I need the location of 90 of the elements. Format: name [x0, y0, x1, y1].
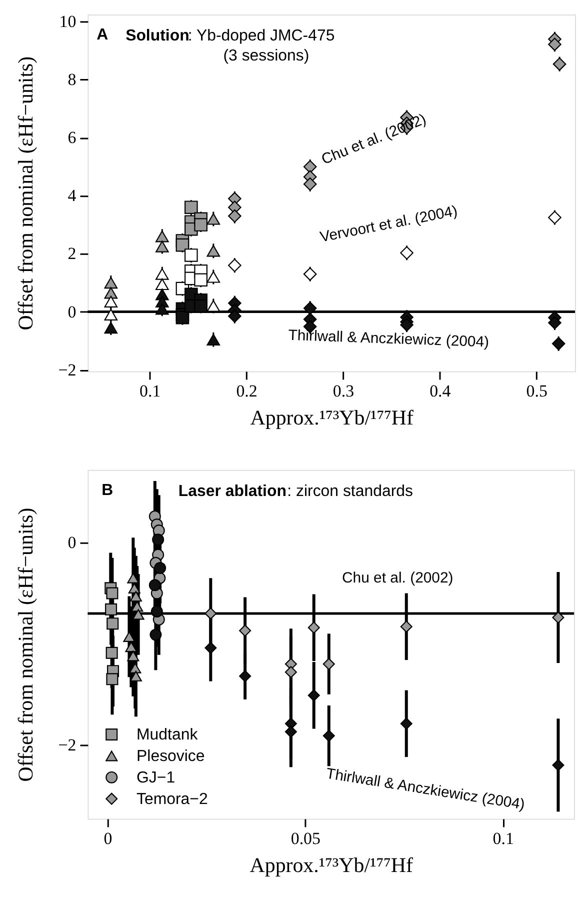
point — [239, 670, 252, 682]
point — [106, 646, 118, 659]
point — [206, 245, 220, 257]
point — [284, 666, 297, 678]
point — [308, 622, 320, 634]
point — [206, 300, 220, 312]
y-tick-label: 2 — [68, 244, 76, 264]
point — [105, 603, 118, 616]
point — [194, 273, 208, 287]
y-tick-label: 8 — [68, 70, 76, 90]
y-axis-title: Offset from nominal (εHf−units) — [13, 56, 38, 330]
x-axis-title: Approx.¹⁷³Yb/¹⁷⁷Hf — [250, 853, 413, 878]
point — [155, 268, 169, 280]
text: (3 sessions) — [223, 47, 310, 64]
legend-label: Plesovice — [136, 748, 205, 765]
point — [155, 240, 169, 252]
point — [130, 670, 142, 682]
point — [322, 730, 335, 742]
point — [132, 609, 144, 620]
point — [400, 246, 414, 260]
point — [106, 618, 119, 630]
point — [303, 302, 317, 315]
x-tick-label: 0.1 — [139, 382, 161, 401]
x-tick-label: 0.4 — [430, 382, 452, 401]
y-axis-title: Offset from nominal (εHf−units) — [13, 508, 38, 782]
text: Laser ablation: zircon standards — [178, 482, 413, 500]
point — [131, 601, 144, 612]
point — [206, 334, 220, 346]
y-tick-label: 6 — [68, 128, 76, 148]
y-tick-label: 10 — [59, 12, 76, 32]
point — [206, 213, 220, 225]
point — [204, 607, 217, 620]
annotation: Thirlwall & Anczkiewicz (2004) — [288, 326, 490, 351]
point — [152, 534, 164, 546]
y-tick-label: −2 — [58, 360, 76, 380]
x-tick-label: 0.3 — [332, 382, 354, 401]
x-tick-label: 0.2 — [236, 382, 258, 401]
point — [155, 230, 169, 242]
point — [125, 642, 138, 652]
point — [150, 628, 162, 641]
point — [176, 310, 190, 324]
annotation: A — [96, 26, 109, 44]
text: Solution: Yb-doped JMC-475 — [126, 27, 335, 44]
x-tick-label: 0 — [104, 829, 112, 848]
legend-label: GJ−1 — [136, 769, 176, 786]
point — [148, 579, 161, 592]
legend-label: Mudtank — [136, 726, 198, 744]
legend-label: Temora−2 — [136, 790, 208, 808]
point — [548, 210, 562, 224]
point — [552, 759, 564, 772]
point — [194, 218, 208, 232]
point — [206, 271, 220, 283]
point — [154, 562, 166, 574]
point — [130, 591, 142, 602]
point — [552, 337, 566, 350]
point — [400, 718, 412, 730]
point — [284, 726, 297, 738]
point — [552, 57, 566, 71]
point — [548, 38, 562, 51]
point — [322, 658, 335, 670]
point — [204, 642, 217, 654]
point — [548, 316, 562, 330]
point — [104, 287, 118, 299]
x-tick-label: 0.1 — [492, 829, 514, 848]
point — [155, 278, 169, 290]
x-axis-title: Approx.¹⁷³Yb/¹⁷⁷Hf — [250, 406, 414, 430]
point — [228, 258, 242, 272]
point — [155, 303, 169, 315]
point — [303, 267, 317, 281]
y-tick-label: 4 — [68, 186, 77, 206]
annotation: Thirlwall & Anczkiewicz (2004) — [324, 765, 526, 814]
annotation: B — [102, 482, 114, 499]
x-tick-label: 0.5 — [526, 382, 548, 401]
point — [150, 605, 163, 618]
point — [127, 650, 140, 662]
annotation: Vervoort et al. (2004) — [318, 202, 459, 246]
point — [400, 318, 414, 332]
y-tick-label: −2 — [58, 735, 76, 754]
point — [194, 299, 208, 313]
y-tick-label: 0 — [68, 533, 76, 552]
y-tick-label: 0 — [68, 302, 76, 322]
point — [552, 612, 564, 624]
point — [104, 276, 118, 289]
point — [400, 620, 412, 633]
point — [239, 624, 252, 637]
point — [106, 587, 118, 600]
point — [308, 689, 320, 702]
annotation: Chu et al. (2002) — [342, 570, 454, 587]
point — [106, 673, 118, 686]
x-tick-label: 0.05 — [290, 829, 320, 848]
